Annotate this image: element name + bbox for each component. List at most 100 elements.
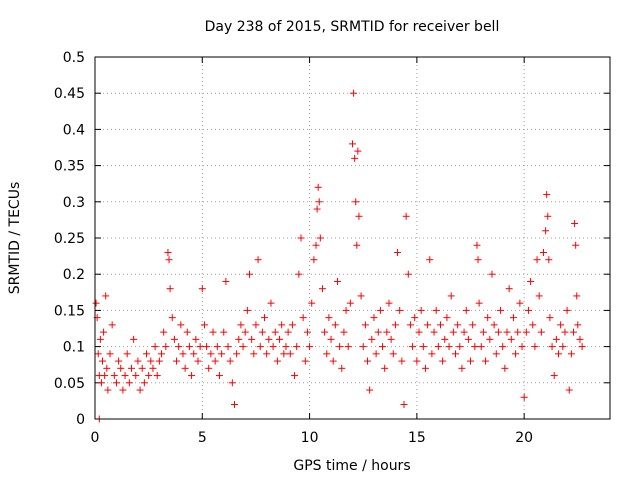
- data-point: [340, 328, 348, 336]
- data-point: [147, 357, 155, 365]
- data-point: [411, 314, 419, 322]
- y-tick-label: 0.45: [54, 86, 85, 102]
- y-tick-label: 0.4: [63, 122, 85, 138]
- data-point: [557, 321, 565, 329]
- data-point: [520, 393, 528, 401]
- data-point: [381, 364, 389, 372]
- data-point: [501, 364, 509, 372]
- data-point: [338, 364, 346, 372]
- data-point: [524, 306, 532, 314]
- data-point: [207, 350, 215, 358]
- data-point: [402, 212, 410, 220]
- data-point: [464, 335, 472, 343]
- data-point: [168, 314, 176, 322]
- data-point: [246, 270, 253, 278]
- y-tick-label: 0.15: [54, 303, 85, 319]
- data-point: [447, 292, 455, 300]
- y-tick-label: 0.25: [54, 231, 85, 247]
- data-point: [269, 343, 277, 351]
- data-point: [203, 343, 211, 351]
- data-point: [354, 147, 362, 155]
- data-point: [474, 256, 482, 264]
- data-point: [321, 328, 329, 336]
- data-point: [492, 350, 500, 358]
- data-point: [533, 256, 541, 264]
- data-point: [366, 386, 374, 394]
- data-point: [252, 321, 260, 329]
- x-tick-label: 0: [91, 430, 100, 446]
- data-point: [312, 241, 320, 249]
- data-point: [572, 241, 580, 249]
- data-point: [488, 270, 496, 278]
- data-point: [350, 89, 358, 97]
- data-point: [102, 292, 110, 300]
- data-point: [555, 350, 562, 358]
- data-point: [263, 350, 271, 358]
- data-point: [359, 343, 367, 351]
- data-point: [94, 350, 102, 358]
- data-point: [143, 350, 150, 358]
- data-point: [436, 321, 444, 329]
- data-point: [222, 277, 230, 285]
- data-point: [185, 343, 193, 351]
- data-point: [286, 350, 294, 358]
- data-point: [291, 372, 299, 380]
- data-point: [188, 372, 196, 380]
- data-point: [439, 357, 447, 365]
- data-point: [353, 241, 361, 249]
- data-point: [516, 299, 524, 307]
- data-point: [473, 241, 481, 249]
- data-point: [409, 343, 417, 351]
- data-point: [261, 314, 269, 322]
- data-point: [228, 379, 236, 387]
- data-point: [190, 350, 198, 358]
- data-point: [192, 335, 200, 343]
- data-point: [183, 328, 191, 336]
- data-point: [226, 357, 234, 365]
- data-point: [303, 328, 311, 336]
- data-point: [325, 314, 333, 322]
- data-point: [233, 350, 241, 358]
- x-tick-label: 15: [408, 430, 426, 446]
- data-point: [430, 328, 438, 336]
- data-point: [535, 292, 543, 300]
- data-point: [415, 328, 423, 336]
- data-point: [576, 335, 584, 343]
- data-point: [527, 277, 535, 285]
- data-point: [372, 350, 380, 358]
- data-point: [130, 335, 138, 343]
- data-point: [243, 306, 251, 314]
- data-point: [173, 357, 181, 365]
- data-point: [99, 357, 107, 365]
- data-point: [327, 335, 335, 343]
- data-point: [248, 335, 256, 343]
- data-point: [445, 343, 453, 351]
- data-point: [267, 299, 275, 307]
- data-point: [92, 299, 100, 307]
- data-point: [104, 386, 112, 394]
- data-point: [383, 328, 391, 336]
- data-point: [550, 372, 558, 380]
- y-tick-label: 0.3: [63, 195, 85, 211]
- data-point: [224, 343, 232, 351]
- data-point: [308, 299, 316, 307]
- data-point: [361, 321, 369, 329]
- data-point: [134, 357, 142, 365]
- data-point: [482, 357, 490, 365]
- data-point: [237, 321, 245, 329]
- data-point: [230, 401, 238, 409]
- data-point: [100, 328, 108, 336]
- data-point: [574, 321, 582, 329]
- data-point: [441, 335, 449, 343]
- data-point: [529, 321, 537, 329]
- data-point: [379, 343, 387, 351]
- data-point: [175, 343, 183, 351]
- data-point: [164, 248, 172, 256]
- data-point: [200, 321, 208, 329]
- data-point: [494, 328, 502, 336]
- data-point: [351, 154, 359, 162]
- data-point: [125, 379, 133, 387]
- data-point: [518, 343, 526, 351]
- data-point: [432, 306, 440, 314]
- data-point: [368, 335, 376, 343]
